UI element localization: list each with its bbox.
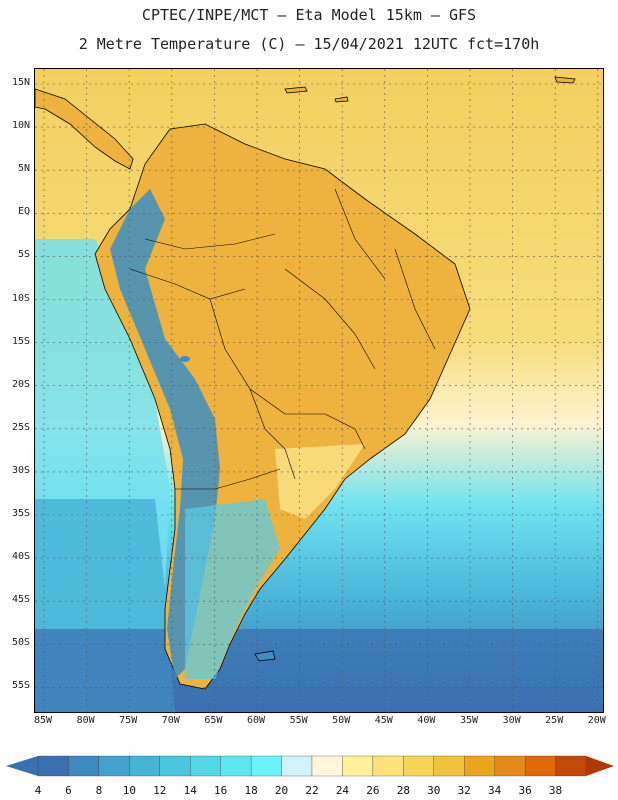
- lon-label: 70W: [161, 715, 180, 726]
- colorbar-swatch: [37, 755, 69, 777]
- map-title: CPTEC/INPE/MCT – Eta Model 15km – GFS: [141, 6, 477, 24]
- colorbar-tick-label: 30: [427, 784, 441, 797]
- colorbar-tick-label: 8: [95, 784, 103, 797]
- lat-label: 25S: [11, 421, 30, 433]
- colorbar-swatch: [464, 755, 495, 777]
- colorbar-swatch: [190, 755, 221, 777]
- lon-label: 85W: [33, 715, 53, 726]
- colorbar-tick-label: 10: [122, 784, 136, 797]
- lon-label: 55W: [289, 715, 308, 726]
- colorbar-tick-label: 22: [305, 784, 319, 797]
- central-america: [35, 88, 134, 170]
- lon-label: 45W: [374, 715, 393, 726]
- lon-label: 20W: [587, 715, 606, 726]
- colorbar-swatch: [555, 755, 587, 777]
- lake-titicaca: [180, 356, 190, 362]
- country-borders: [129, 188, 436, 490]
- lon-label: 50W: [332, 715, 351, 726]
- lon-label: 65W: [204, 715, 223, 726]
- colorbar-tick-label: 16: [214, 784, 228, 797]
- lat-label: 5N: [17, 163, 30, 175]
- colorbar-swatch: [311, 755, 343, 777]
- lat-label: 45S: [11, 594, 30, 606]
- colorbar-swatch: [403, 755, 434, 777]
- lon-label: 30W: [502, 715, 521, 726]
- colorbar-tick-label: 18: [244, 784, 258, 797]
- colorbar-swatch: [281, 755, 313, 777]
- map-subtitle: 2 Metre Temperature (C) – 15/04/2021 12U…: [78, 35, 540, 53]
- caribbean-islands: [284, 76, 576, 103]
- colorbar-tick-label: 20: [274, 784, 289, 797]
- colorbar-swatch: [159, 755, 191, 777]
- colorbar-swatch: [433, 755, 465, 777]
- colorbar-tick-label: 28: [396, 784, 410, 797]
- map-canvas: [35, 69, 603, 712]
- lon-label: 40W: [417, 715, 436, 726]
- lat-label: 10S: [11, 292, 30, 304]
- lat-label: 15S: [11, 335, 30, 347]
- patagonia-cool-zone: [185, 499, 280, 679]
- lat-label: 50S: [11, 637, 30, 649]
- lat-label: EQ: [17, 206, 30, 218]
- colorbar-tick-label: 6: [65, 784, 72, 797]
- lat-label: 10N: [11, 120, 30, 132]
- colorbar-swatch: [250, 755, 282, 777]
- lat-label: 30S: [11, 464, 30, 476]
- colorbar-tick-label: 38: [548, 784, 563, 797]
- colorbar-tick-label: 4: [34, 784, 42, 797]
- colorbar-swatch: [220, 755, 252, 777]
- colorbar-tick-label: 14: [183, 784, 197, 797]
- lon-label: 25W: [545, 715, 564, 726]
- lat-label: 40S: [11, 551, 30, 563]
- colorbar-swatch: [68, 755, 100, 777]
- colorbar-tick-label: 24: [335, 784, 350, 797]
- colorbar-tick-label: 36: [518, 784, 532, 797]
- colorbar-swatch: [342, 755, 374, 777]
- south-brazil-mild-zone: [275, 444, 365, 519]
- colorbar-tick-label: 12: [153, 784, 167, 797]
- lat-lon-grid: [35, 69, 603, 712]
- colorbar-max-arrow: [586, 756, 614, 776]
- colorbar-min-arrow: [6, 756, 38, 776]
- colorbar-swatch: [129, 755, 160, 777]
- lon-label: 35W: [459, 715, 479, 726]
- lat-label: 15N: [11, 77, 30, 88]
- colorbar-tick-label: 26: [366, 784, 380, 797]
- falkland-islands: [254, 650, 276, 662]
- colorbar-swatch: [98, 755, 130, 777]
- lat-label: 35S: [11, 508, 30, 519]
- lon-label: 60W: [246, 715, 266, 726]
- colorbar-tick-label: 34: [488, 784, 502, 797]
- colorbar-tick-label: 32: [457, 784, 471, 797]
- temperature-map: [34, 68, 604, 713]
- colorbar-swatch: [524, 755, 556, 777]
- temperature-colorbar: [6, 755, 614, 777]
- lon-label: 75W: [119, 715, 138, 726]
- lat-label: 55S: [11, 680, 30, 692]
- colorbar-swatch: [372, 755, 404, 777]
- colorbar-swatch: [494, 755, 526, 777]
- lat-label: 20S: [11, 378, 30, 390]
- lat-label: 5S: [17, 249, 30, 261]
- southern-ocean-zone: [35, 629, 603, 712]
- lon-label: 80W: [76, 715, 95, 726]
